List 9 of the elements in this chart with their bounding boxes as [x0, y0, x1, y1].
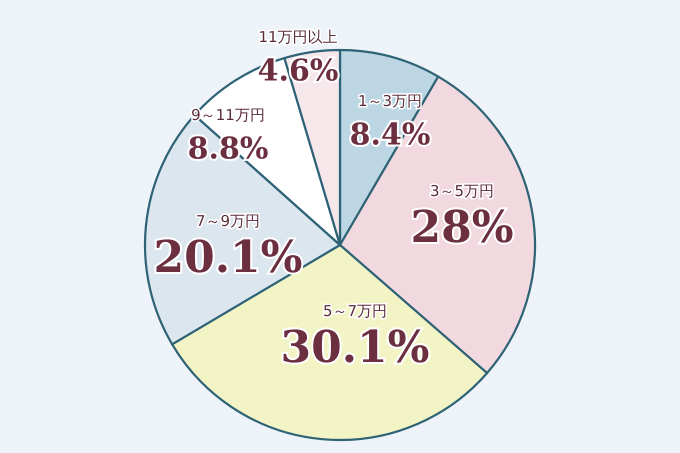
- slice-label: 3～5万円: [430, 182, 494, 200]
- slice-label: 5～7万円: [322, 302, 388, 320]
- slice-label: 1～3万円: [358, 92, 422, 110]
- data-label: 28%: [410, 202, 514, 254]
- slice-label: 9～11万円: [191, 106, 265, 124]
- data-label: 20.1%: [154, 232, 302, 284]
- data-label: 30.1%: [280, 322, 430, 374]
- slice-label: 7～9万円: [196, 212, 260, 230]
- slice-label: 11万円以上: [258, 28, 338, 46]
